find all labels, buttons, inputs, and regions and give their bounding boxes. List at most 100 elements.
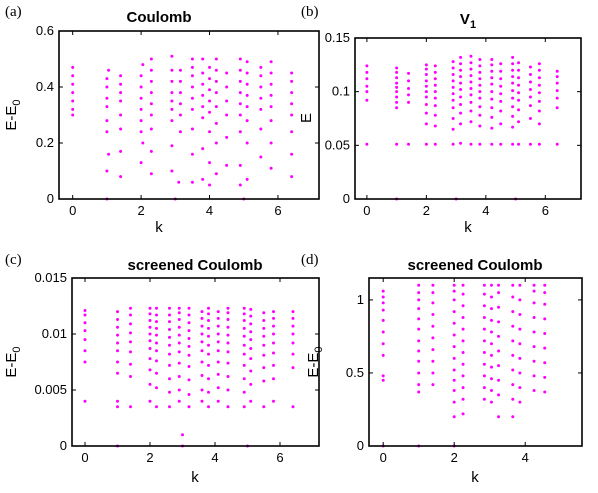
- data-point: [155, 371, 158, 375]
- data-point: [365, 98, 369, 102]
- y-axis-label-text: E-E: [3, 353, 20, 378]
- data-point: [451, 60, 455, 64]
- data-point: [116, 333, 119, 337]
- data-point: [499, 99, 503, 103]
- chart-title: Coulomb: [127, 9, 192, 26]
- data-point: [226, 361, 230, 365]
- panel-letter: (b): [301, 4, 319, 20]
- data-point: [105, 105, 109, 109]
- data-point: [225, 113, 229, 117]
- data-point: [407, 71, 411, 75]
- data-point: [528, 65, 532, 69]
- y-tick-label: 0.005: [34, 382, 67, 397]
- data-point: [201, 177, 205, 181]
- data-point: [543, 302, 547, 306]
- data-point: [511, 81, 515, 85]
- data-point: [537, 109, 541, 113]
- data-point: [511, 383, 515, 387]
- data-point: [155, 405, 158, 409]
- data-point: [532, 345, 536, 349]
- y-tick-label: 0: [357, 438, 364, 453]
- x-tick-label: 2: [146, 450, 153, 465]
- data-point: [119, 74, 123, 78]
- data-point: [395, 81, 399, 85]
- data-point: [291, 316, 295, 320]
- data-point: [511, 114, 515, 118]
- chart-title-text: V: [460, 11, 470, 28]
- data-point: [497, 415, 501, 419]
- data-point: [555, 81, 559, 85]
- data-point: [262, 311, 266, 315]
- data-point: [543, 291, 547, 295]
- data-point: [497, 378, 501, 382]
- data-point: [201, 82, 205, 86]
- data-point: [129, 340, 132, 344]
- data-point: [187, 329, 191, 333]
- chart-title-text: screened Coulomb: [127, 257, 262, 274]
- data-point: [511, 96, 515, 100]
- data-point: [190, 57, 194, 61]
- data-point: [482, 351, 486, 354]
- data-point: [291, 405, 295, 409]
- data-point: [459, 75, 463, 79]
- data-point: [129, 306, 132, 310]
- data-point: [272, 377, 275, 381]
- data-point: [116, 349, 119, 353]
- panel-b: (b) V1 0 2 4 6 0 0.05 0.1 0.15 k E: [298, 4, 582, 236]
- data-point: [537, 83, 541, 87]
- data-point: [141, 141, 145, 145]
- data-point: [528, 104, 532, 108]
- data-point: [201, 71, 205, 75]
- plot-frame: [354, 37, 582, 200]
- x-tick-label: 4: [522, 450, 529, 465]
- data-point: [511, 339, 515, 343]
- data-point: [238, 79, 242, 83]
- y-tick-label: 0.2: [36, 135, 54, 150]
- data-point: [200, 316, 204, 320]
- data-point: [249, 399, 253, 403]
- data-point: [511, 310, 515, 314]
- data-point: [168, 306, 171, 310]
- data-point: [469, 120, 473, 124]
- data-point: [365, 77, 369, 81]
- data-point: [83, 329, 87, 333]
- y-tick-label: 0.6: [36, 23, 54, 38]
- data-point: [478, 57, 482, 61]
- data-point: [272, 316, 275, 320]
- data-point: [518, 386, 522, 390]
- data-point: [207, 312, 210, 316]
- data-point: [141, 63, 145, 67]
- data-point: [148, 325, 152, 329]
- data-point: [543, 375, 547, 379]
- data-point: [187, 378, 191, 382]
- data-point: [187, 405, 191, 409]
- data-point: [291, 366, 295, 370]
- data-point: [490, 115, 494, 119]
- data-point: [214, 68, 218, 72]
- data-point: [490, 69, 494, 73]
- data-point: [170, 99, 174, 103]
- y-tick-label: 1: [357, 292, 364, 307]
- data-point: [187, 321, 191, 325]
- data-point: [395, 66, 399, 70]
- data-point: [365, 90, 369, 94]
- data-point: [431, 336, 435, 340]
- data-point: [407, 79, 411, 83]
- data-point: [433, 90, 437, 94]
- data-point: [461, 283, 465, 287]
- data-point: [168, 320, 171, 324]
- data-point: [490, 97, 494, 101]
- data-point: [168, 405, 171, 409]
- data-point: [451, 92, 455, 96]
- data-point: [461, 315, 465, 319]
- data-point: [511, 142, 515, 146]
- data-point: [518, 400, 522, 404]
- data-point: [451, 85, 455, 89]
- data-point: [269, 82, 273, 86]
- data-point: [119, 91, 123, 95]
- data-point: [478, 142, 482, 146]
- data-point: [499, 62, 503, 66]
- data-point: [459, 88, 463, 92]
- y-axis-label-subscript: 0: [11, 346, 23, 352]
